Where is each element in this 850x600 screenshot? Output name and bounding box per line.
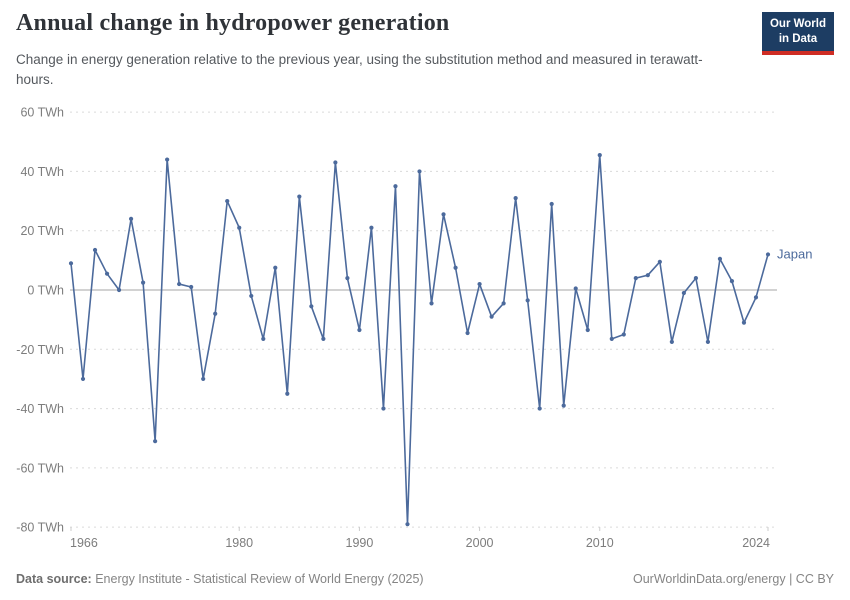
data-point[interactable] [693,276,698,281]
data-point[interactable] [477,281,482,287]
data-point[interactable] [525,298,530,303]
data-point[interactable] [633,276,638,281]
y-tick-label: 20 TWh [20,224,64,238]
x-tick-label: 2000 [466,536,494,550]
data-point[interactable] [645,273,650,278]
data-point[interactable] [621,332,626,337]
data-point[interactable] [153,439,158,444]
data-point[interactable] [116,287,122,293]
data-point[interactable] [128,216,134,221]
x-tick-label: 1966 [70,536,98,550]
chart-subtitle: Change in energy generation relative to … [16,52,703,87]
data-point[interactable] [285,391,290,396]
data-point[interactable] [657,259,662,264]
data-point[interactable] [141,280,146,285]
data-point[interactable] [705,339,711,344]
data-point[interactable] [489,314,494,319]
x-tick-label: 2010 [586,536,614,550]
data-point[interactable] [729,279,735,284]
data-source-label: Data source: [16,572,92,586]
y-tick-label: -60 TWh [16,461,64,475]
page-title: Annual change in hydropower generation [16,10,450,36]
data-point[interactable] [609,336,614,342]
data-point[interactable] [753,295,759,300]
owid-link[interactable]: OurWorldinData.org/energy | CC BY [632,572,834,586]
data-point[interactable] [405,522,410,527]
data-point[interactable] [92,247,98,253]
data-source-note: Data source: Energy Institute - Statisti… [16,572,424,586]
x-tick-label: 1990 [346,536,374,550]
data-point[interactable] [225,198,230,204]
data-point[interactable] [165,157,170,162]
y-tick-label: 60 TWh [20,106,64,120]
data-point[interactable] [393,184,398,189]
series-line [70,154,769,525]
owid-logo-line2: in Data [778,32,818,45]
x-tick-label: 2024 [742,536,770,550]
data-point[interactable] [669,339,674,344]
data-point[interactable] [537,406,542,411]
data-point[interactable] [717,256,723,261]
data-point[interactable] [369,225,374,230]
data-point[interactable] [189,284,194,290]
series-label: Japan [777,246,812,261]
y-tick-label: 0 TWh [27,284,64,298]
data-point[interactable] [68,261,74,266]
data-point[interactable] [549,201,554,207]
data-point[interactable] [309,304,314,309]
data-point[interactable] [333,160,338,165]
data-point[interactable] [381,406,386,411]
data-point[interactable] [80,376,86,382]
data-point[interactable] [213,311,218,316]
data-point[interactable] [441,212,446,217]
x-tick-label: 1980 [225,536,253,550]
data-point[interactable] [573,286,578,291]
data-point[interactable] [249,293,254,299]
data-point[interactable] [453,265,458,270]
data-point[interactable] [561,403,566,408]
data-point[interactable] [465,330,470,336]
data-point[interactable] [681,290,686,296]
data-point[interactable] [321,336,326,342]
data-point[interactable] [273,265,278,270]
data-point[interactable] [429,301,434,306]
data-point[interactable] [177,281,182,287]
owid-logo-line1: Our World [769,18,826,30]
data-point[interactable] [513,196,518,201]
owid-logo: Our World in Data [761,12,834,55]
data-point[interactable] [501,301,506,306]
data-point[interactable] [741,320,747,325]
y-tick-label: -80 TWh [16,521,64,535]
data-point[interactable] [417,169,422,174]
y-tick-label: -20 TWh [16,343,64,357]
data-point[interactable] [297,194,302,199]
data-point[interactable] [597,153,602,158]
data-point[interactable] [585,327,590,333]
data-point[interactable] [261,336,266,342]
data-point[interactable] [237,225,242,230]
data-point[interactable] [104,271,110,276]
data-point[interactable] [201,376,206,382]
data-point[interactable] [765,252,771,257]
y-tick-label: -40 TWh [16,402,64,416]
data-source-text: Energy Institute - Statistical Review of… [91,572,424,586]
y-tick-label: 40 TWh [20,165,64,179]
data-point[interactable] [357,327,362,333]
data-point[interactable] [345,276,350,281]
